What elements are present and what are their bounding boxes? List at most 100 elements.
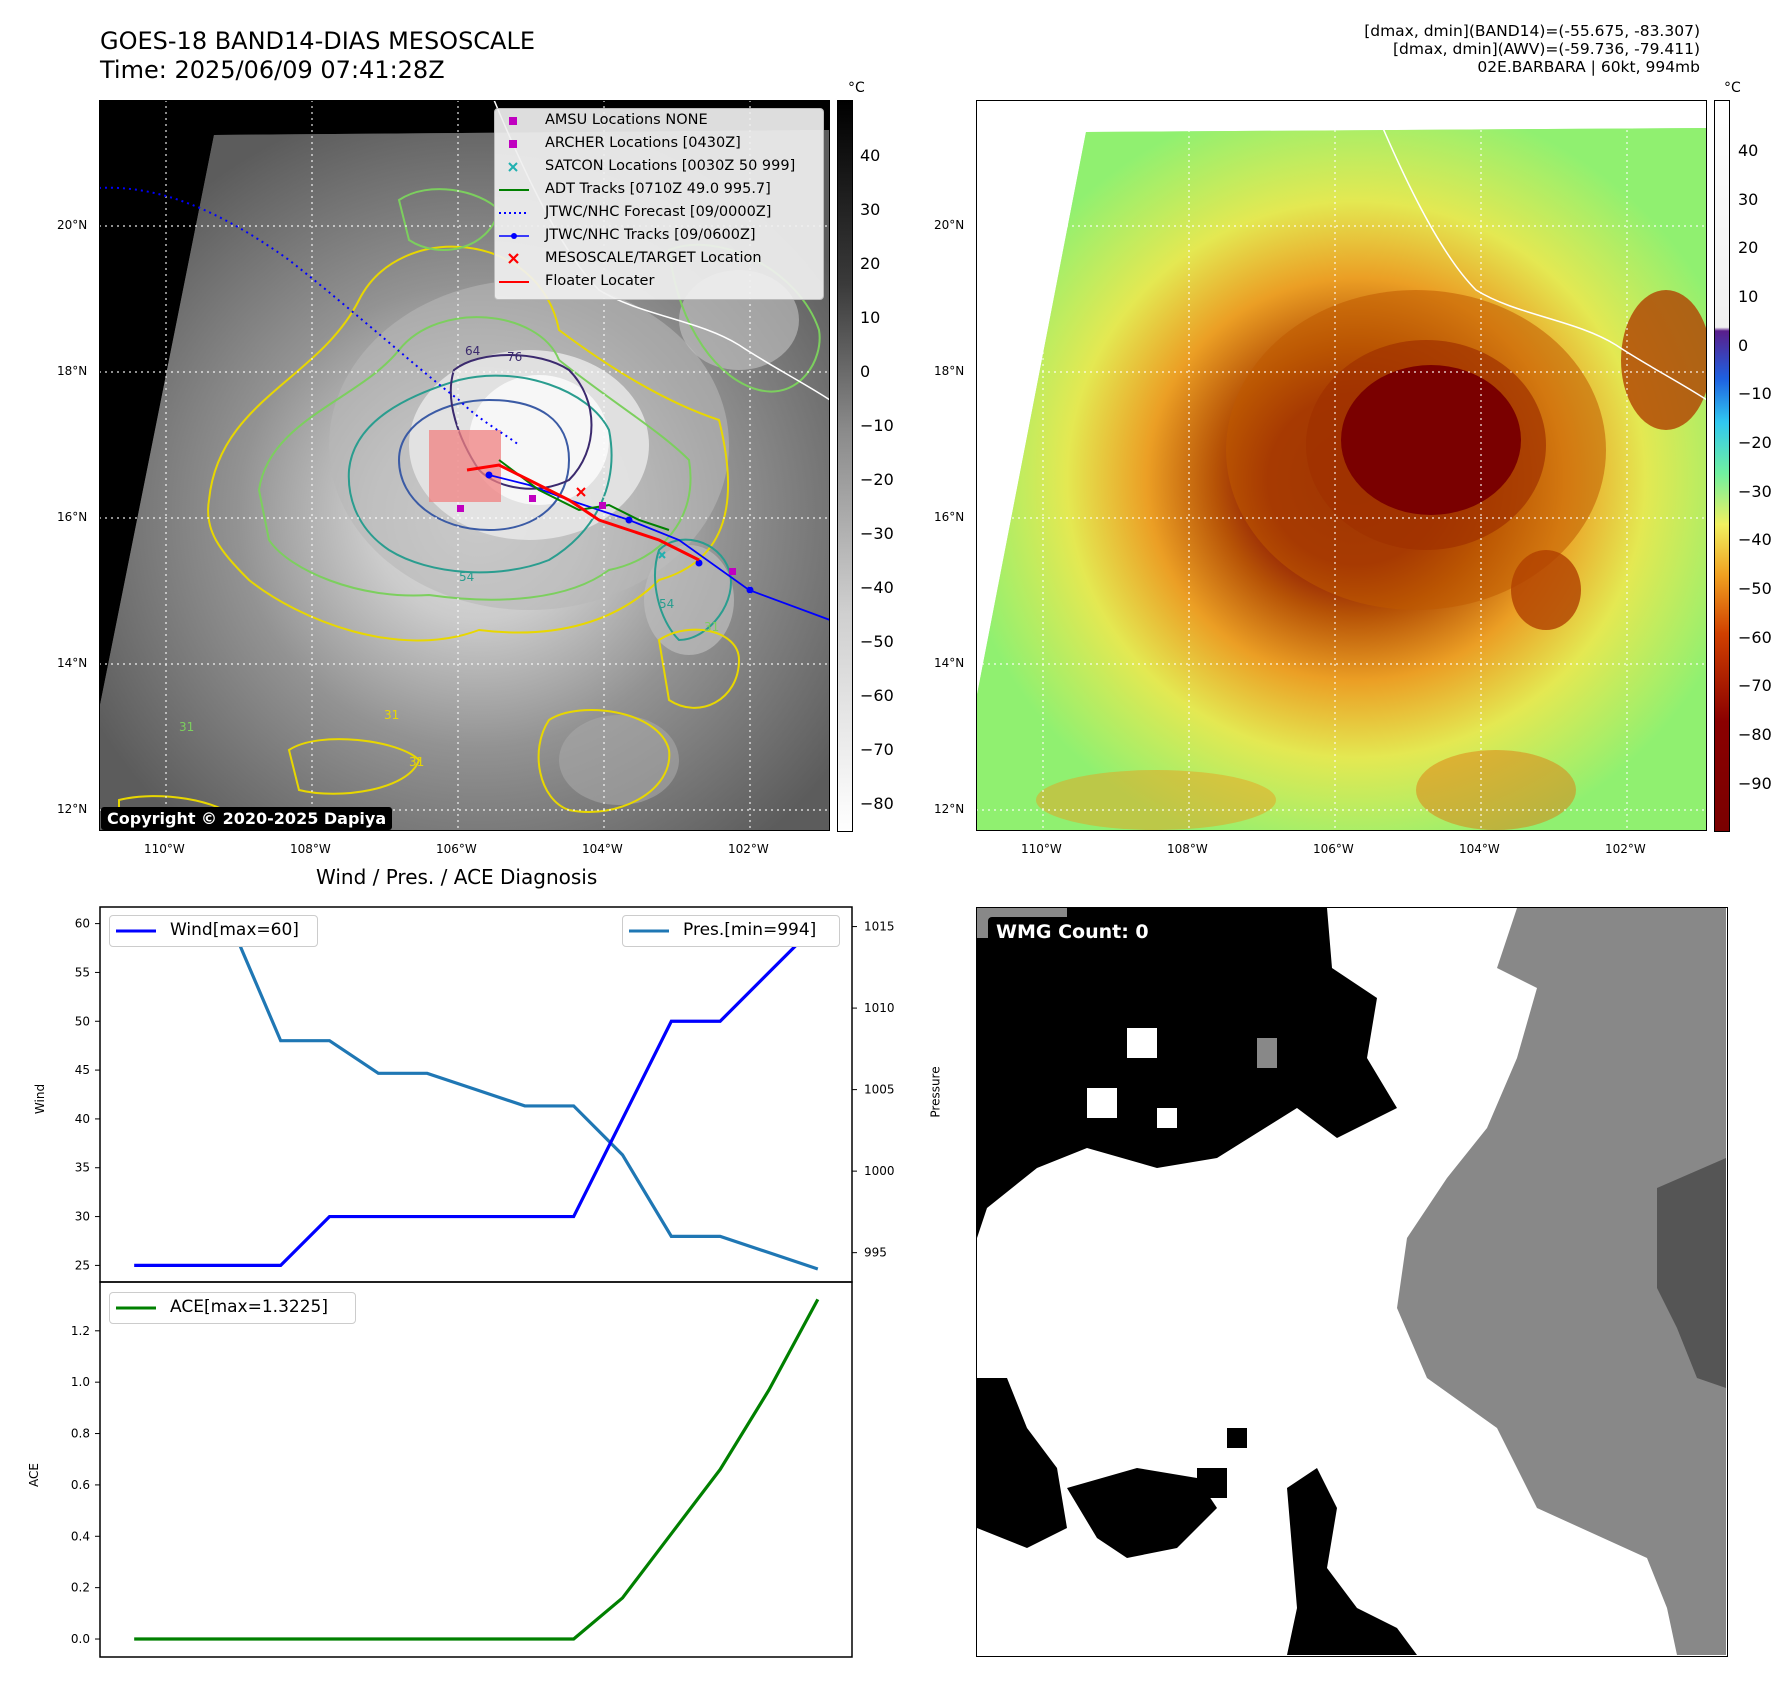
legend-item: MESOSCALE/TARGET Location bbox=[545, 250, 762, 266]
colorbar-tick: 10 bbox=[1738, 287, 1759, 306]
legend-markers bbox=[499, 117, 529, 283]
legend-item: SATCON Locations [0030Z 50 999] bbox=[545, 158, 796, 174]
ir-map-frame bbox=[99, 100, 830, 831]
lon-tick: 104°W bbox=[582, 842, 623, 856]
lon-tick: 102°W bbox=[728, 842, 769, 856]
lat-tick: 18°N bbox=[934, 364, 965, 378]
colorbar-tick: −60 bbox=[860, 686, 894, 705]
pressure-legend-label: Pres.[min=994] bbox=[683, 920, 817, 940]
wind-tick: 45 bbox=[75, 1063, 90, 1077]
legend-item: JTWC/NHC Forecast [09/0000Z] bbox=[545, 204, 772, 220]
lat-tick: 14°N bbox=[934, 656, 965, 670]
wind-tick: 60 bbox=[75, 917, 90, 931]
pressure-legend-swatch bbox=[629, 929, 669, 933]
colorbar-tick: 40 bbox=[860, 146, 881, 165]
lon-tick: 108°W bbox=[290, 842, 331, 856]
lat-tick: 16°N bbox=[57, 510, 88, 524]
colorbar-tick: −40 bbox=[1738, 530, 1772, 549]
lon-tick: 104°W bbox=[1459, 842, 1500, 856]
colorbar-tick: 20 bbox=[860, 254, 881, 273]
lat-tick: 14°N bbox=[57, 656, 88, 670]
lat-tick: 12°N bbox=[934, 802, 965, 816]
pressure-axis-label: Pressure bbox=[928, 1066, 943, 1118]
ir-map-panel: 64 76 54 31 31 31 54 31 Copyright © 2020… bbox=[98, 99, 831, 831]
colorbar-tick: 20 bbox=[1738, 238, 1759, 257]
wind-tick: 55 bbox=[75, 965, 90, 979]
legend-item: Floater Locater bbox=[545, 273, 655, 289]
title-line-1: GOES-18 BAND14-DIAS MESOSCALE bbox=[100, 27, 536, 55]
ace-tick: 0.8 bbox=[71, 1427, 90, 1441]
contour-label: 64 bbox=[465, 344, 481, 358]
awv-colorbar-ticks: 40 30 20 10 0 −10 −20 −30 −40 −50 −60 −7… bbox=[1738, 100, 1788, 830]
colorbar-tick: −90 bbox=[1738, 774, 1772, 793]
ace-tick: 1.2 bbox=[71, 1324, 90, 1338]
wind-legend-swatch bbox=[116, 929, 156, 933]
lat-tick: 20°N bbox=[934, 218, 965, 232]
contour-label: 76 bbox=[507, 350, 523, 364]
wmg-panel: WMG Count: 0 bbox=[976, 907, 1728, 1657]
ir-legend: AMSU Locations NONE ARCHER Locations [04… bbox=[494, 108, 824, 300]
ace-axes bbox=[99, 1281, 853, 1658]
awv-map-image bbox=[976, 99, 1711, 831]
contour-label: 31 bbox=[384, 708, 400, 722]
colorbar-tick: 40 bbox=[1738, 141, 1759, 160]
pressure-tick: 1010 bbox=[864, 1001, 895, 1015]
lon-tick: 106°W bbox=[1313, 842, 1354, 856]
wind-tick: 40 bbox=[75, 1112, 90, 1126]
colorbar-tick: −50 bbox=[1738, 579, 1772, 598]
colorbar-tick: −80 bbox=[860, 794, 894, 813]
diagnosis-chart: 60 55 50 45 40 35 30 25 1015 1010 1005 1000 995 1.2 1.… bbox=[71, 906, 895, 1658]
info-awv-range: [dmax, dmin](AWV)=(-59.736, -79.411) bbox=[1393, 40, 1700, 58]
wind-axis-label: Wind bbox=[33, 1083, 48, 1115]
wmg-image bbox=[977, 908, 1726, 1655]
contour-label: 31 bbox=[704, 620, 720, 634]
colorbar-tick: −70 bbox=[860, 740, 894, 759]
colorbar-tick: 0 bbox=[860, 362, 871, 381]
lon-tick: 102°W bbox=[1605, 842, 1646, 856]
legend-item: ADT Tracks [0710Z 49.0 995.7] bbox=[545, 181, 771, 197]
info-storm-summary: 02E.BARBARA | 60kt, 994mb bbox=[1477, 58, 1700, 76]
colorbar-tick: −70 bbox=[1738, 676, 1772, 695]
contour-label: 31 bbox=[179, 720, 195, 734]
ace-tick: 0.4 bbox=[71, 1529, 90, 1543]
chart-title: GOES-18 BAND14-DIAS MESOSCALE Time: 2025… bbox=[100, 27, 535, 85]
lon-tick: 106°W bbox=[436, 842, 477, 856]
ace-axis-label: ACE bbox=[26, 1463, 41, 1487]
wind-legend: Wind[max=60] bbox=[109, 915, 318, 947]
colorbar-tick: −10 bbox=[1738, 384, 1772, 403]
ace-tick: 0.0 bbox=[71, 1632, 90, 1646]
wmg-count-label: WMG Count: 0 bbox=[988, 917, 1157, 947]
ir-colorbar-unit: °C bbox=[848, 80, 865, 96]
wind-tick: 50 bbox=[75, 1014, 90, 1028]
lon-tick: 110°W bbox=[144, 842, 185, 856]
ace-tick: 0.2 bbox=[71, 1581, 90, 1595]
wind-line bbox=[134, 922, 819, 1267]
lat-tick: 20°N bbox=[57, 218, 88, 232]
wind-tick: 30 bbox=[75, 1210, 90, 1224]
lon-tick: 108°W bbox=[1167, 842, 1208, 856]
lat-tick: 18°N bbox=[57, 364, 88, 378]
legend-item: JTWC/NHC Tracks [09/0600Z] bbox=[545, 227, 756, 243]
pressure-tick: 1005 bbox=[864, 1083, 895, 1097]
pressure-tick: 995 bbox=[864, 1246, 887, 1260]
colorbar-tick: 10 bbox=[860, 308, 881, 327]
wind-tick: 25 bbox=[75, 1258, 90, 1272]
ace-line bbox=[134, 1298, 820, 1641]
ace-legend: ACE[max=1.3225] bbox=[109, 1292, 356, 1324]
pressure-tick: 1000 bbox=[864, 1164, 895, 1178]
colorbar-tick: −30 bbox=[1738, 482, 1772, 501]
colorbar-tick: −10 bbox=[860, 416, 894, 435]
wind-tick: 35 bbox=[75, 1161, 90, 1175]
contour-label: 31 bbox=[409, 755, 425, 769]
ace-tick: 0.6 bbox=[71, 1478, 90, 1492]
wind-legend-label: Wind[max=60] bbox=[170, 920, 299, 940]
ace-tick: 1.0 bbox=[71, 1375, 90, 1389]
ir-colorbar bbox=[837, 100, 853, 832]
pressure-tick: 1015 bbox=[864, 920, 895, 934]
awv-colorbar-unit: °C bbox=[1724, 80, 1741, 96]
colorbar-tick: −60 bbox=[1738, 628, 1772, 647]
info-band14-range: [dmax, dmin](BAND14)=(-55.675, -83.307) bbox=[1364, 22, 1700, 40]
contour-label: 54 bbox=[459, 570, 475, 584]
ace-legend-label: ACE[max=1.3225] bbox=[170, 1297, 328, 1317]
awv-map-panel bbox=[976, 99, 1711, 831]
